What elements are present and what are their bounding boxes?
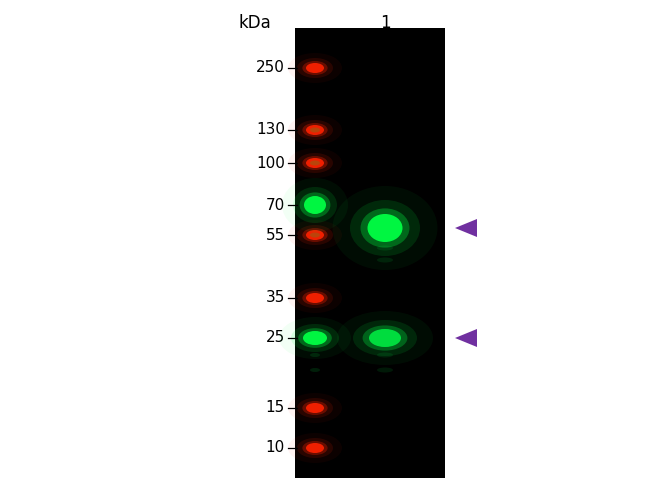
- Ellipse shape: [363, 325, 408, 350]
- Ellipse shape: [337, 311, 433, 365]
- Text: 55: 55: [266, 227, 285, 243]
- Ellipse shape: [369, 329, 401, 347]
- Ellipse shape: [361, 208, 410, 247]
- Ellipse shape: [306, 230, 324, 240]
- Ellipse shape: [297, 288, 333, 308]
- Ellipse shape: [288, 220, 342, 250]
- Ellipse shape: [302, 61, 328, 75]
- Ellipse shape: [303, 331, 327, 345]
- Text: kDa: kDa: [239, 14, 272, 32]
- Ellipse shape: [288, 283, 342, 313]
- Ellipse shape: [367, 214, 402, 242]
- Ellipse shape: [291, 324, 339, 352]
- Ellipse shape: [302, 156, 328, 170]
- Ellipse shape: [310, 127, 320, 133]
- Ellipse shape: [353, 320, 417, 356]
- Ellipse shape: [288, 393, 342, 423]
- Ellipse shape: [310, 353, 320, 357]
- Ellipse shape: [333, 186, 437, 270]
- Ellipse shape: [306, 63, 324, 73]
- Ellipse shape: [377, 258, 393, 263]
- Polygon shape: [455, 219, 477, 237]
- Ellipse shape: [297, 438, 333, 458]
- Ellipse shape: [288, 433, 342, 463]
- Ellipse shape: [306, 158, 324, 168]
- Ellipse shape: [288, 115, 342, 145]
- Ellipse shape: [297, 153, 333, 173]
- Ellipse shape: [297, 58, 333, 78]
- Ellipse shape: [288, 53, 342, 83]
- Ellipse shape: [293, 187, 337, 223]
- Ellipse shape: [306, 125, 324, 135]
- Text: 1: 1: [380, 14, 390, 32]
- Ellipse shape: [297, 225, 333, 245]
- Ellipse shape: [377, 245, 393, 250]
- Ellipse shape: [306, 293, 324, 303]
- Text: 15: 15: [266, 401, 285, 415]
- Ellipse shape: [279, 317, 351, 359]
- Ellipse shape: [302, 441, 328, 455]
- Ellipse shape: [302, 401, 328, 415]
- Ellipse shape: [310, 368, 320, 372]
- Ellipse shape: [288, 148, 342, 178]
- Ellipse shape: [377, 367, 393, 372]
- Ellipse shape: [310, 161, 320, 165]
- Ellipse shape: [306, 403, 324, 413]
- Bar: [295, 28, 445, 478]
- Ellipse shape: [282, 178, 348, 232]
- Text: 100: 100: [256, 156, 285, 170]
- Ellipse shape: [310, 232, 320, 238]
- Text: 70: 70: [266, 198, 285, 212]
- Text: 130: 130: [256, 122, 285, 138]
- Ellipse shape: [297, 120, 333, 140]
- Ellipse shape: [377, 352, 393, 358]
- Ellipse shape: [302, 228, 328, 242]
- Ellipse shape: [306, 443, 324, 453]
- Text: 35: 35: [266, 290, 285, 305]
- Ellipse shape: [350, 200, 420, 256]
- Ellipse shape: [302, 291, 328, 305]
- Ellipse shape: [297, 398, 333, 418]
- Text: 10: 10: [266, 441, 285, 455]
- Text: 250: 250: [256, 61, 285, 76]
- Ellipse shape: [298, 328, 332, 348]
- Ellipse shape: [304, 196, 326, 214]
- Ellipse shape: [300, 192, 330, 218]
- Polygon shape: [455, 329, 477, 347]
- Text: 25: 25: [266, 330, 285, 346]
- Ellipse shape: [302, 123, 328, 137]
